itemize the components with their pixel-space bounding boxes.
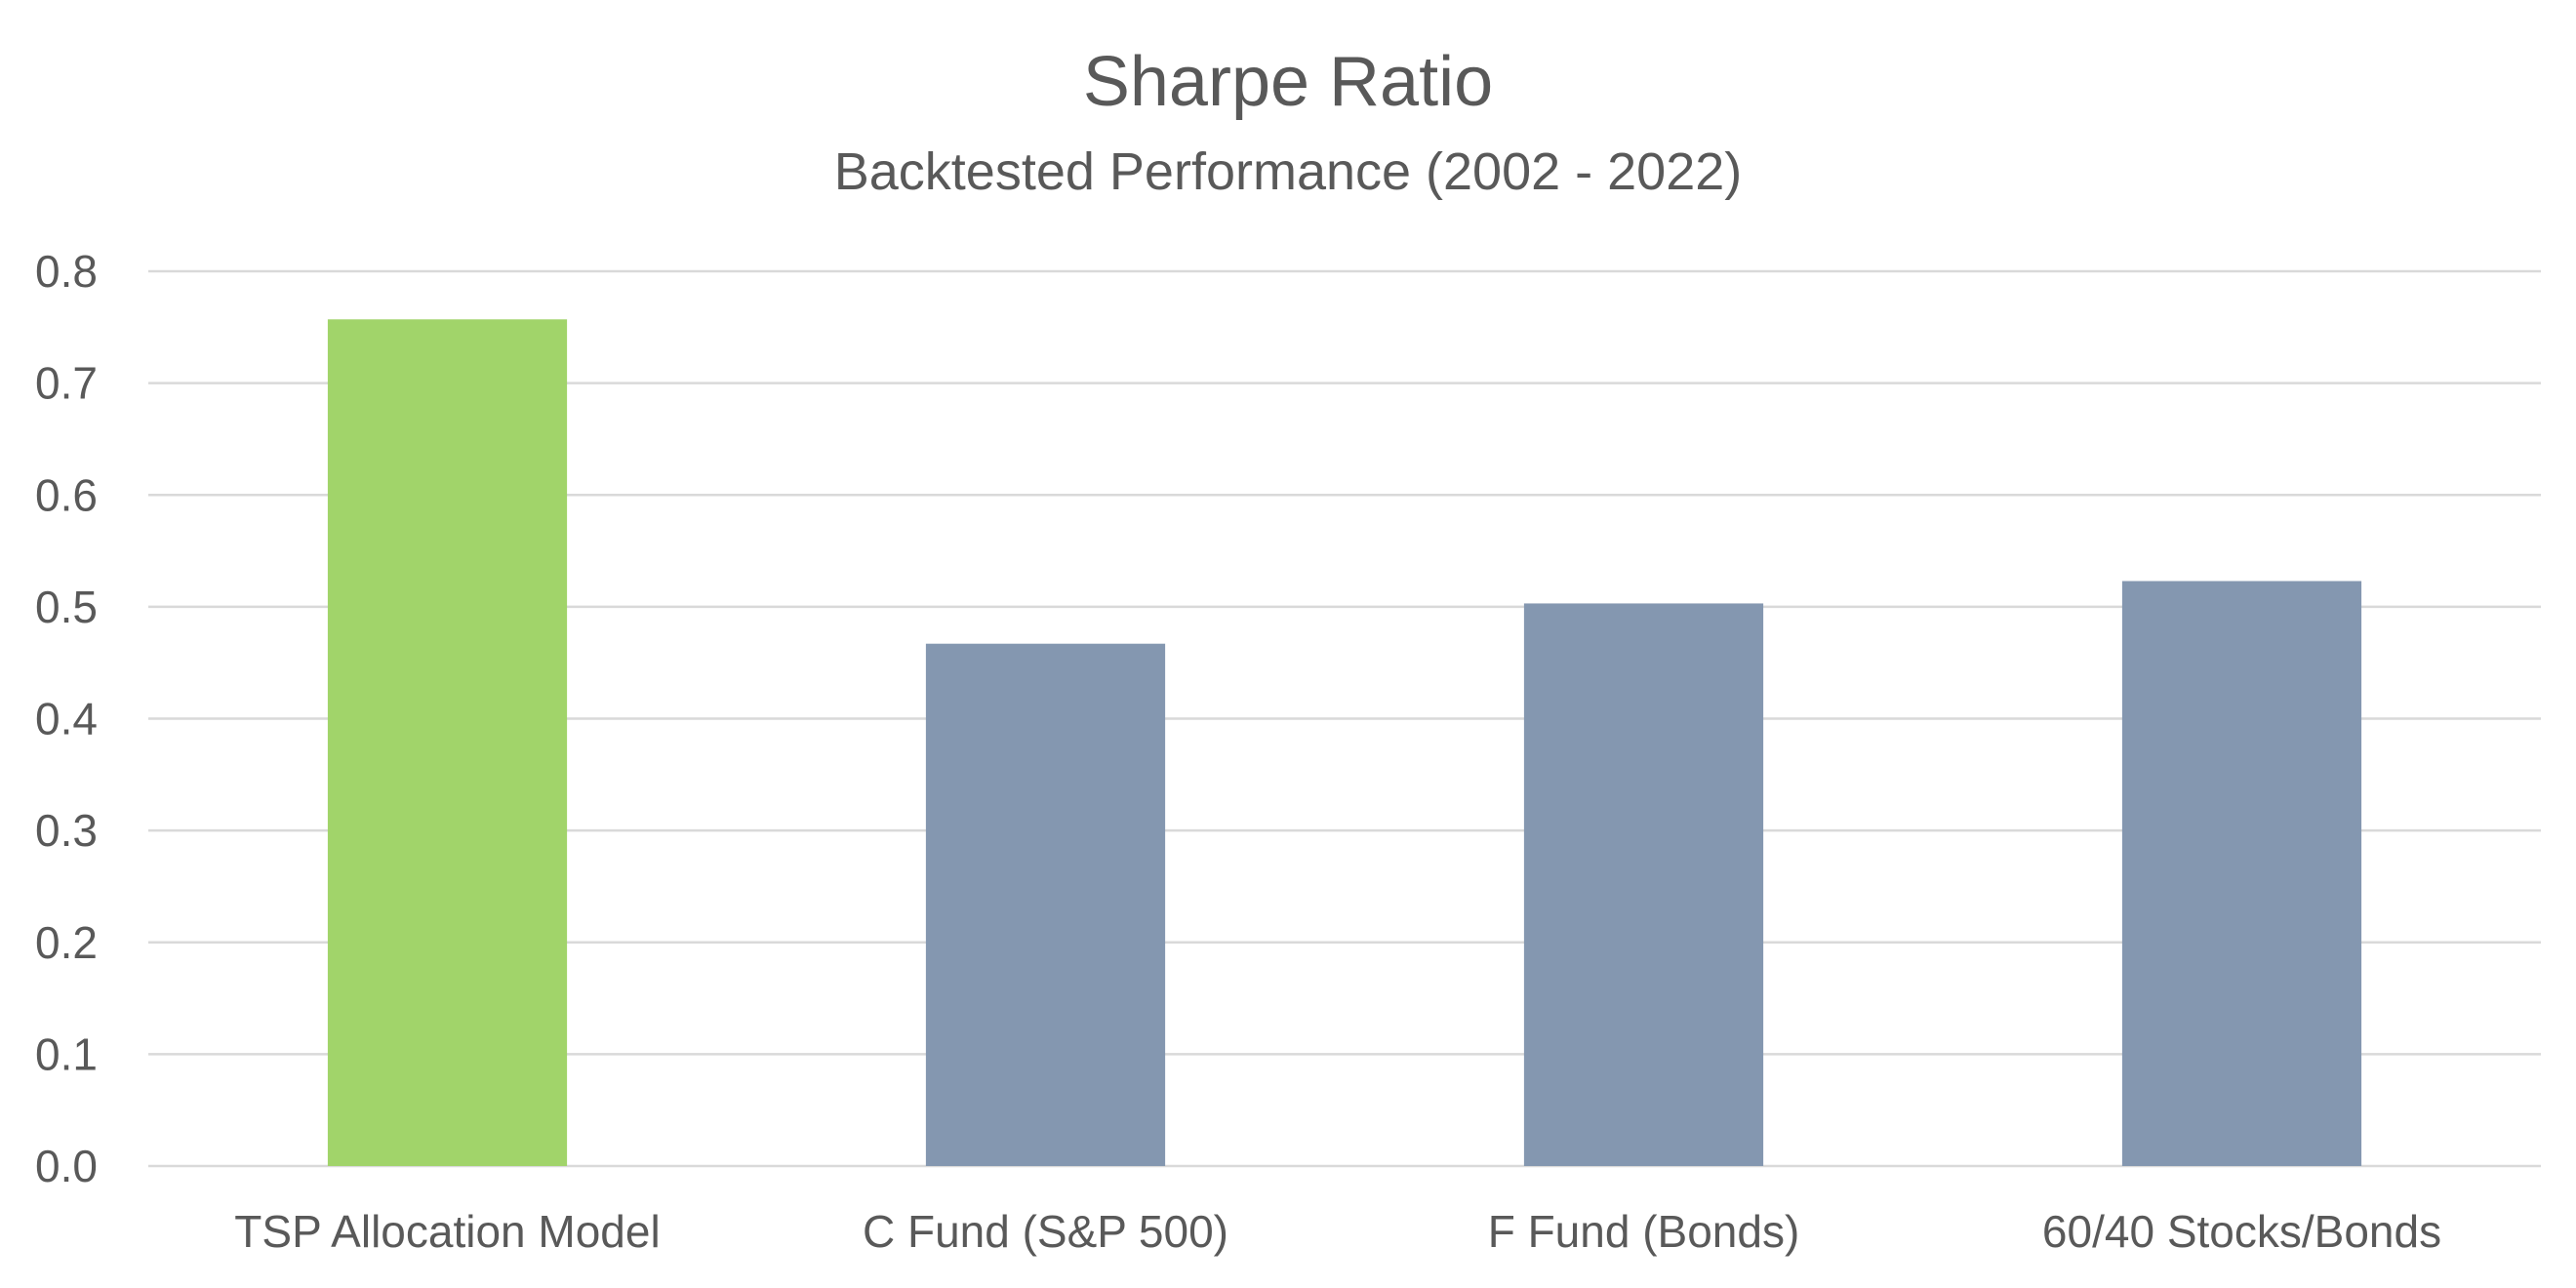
- y-tick-label: 0.0: [35, 1141, 98, 1191]
- y-tick-label: 0.1: [35, 1028, 98, 1079]
- y-tick-label: 0.4: [35, 694, 98, 745]
- y-tick-label: 0.5: [35, 582, 98, 632]
- bar-2: [1523, 603, 1764, 1166]
- chart-title: Sharpe Ratio: [1083, 43, 1493, 121]
- bar-0: [327, 319, 568, 1166]
- bar-3: [2121, 581, 2362, 1166]
- y-tick-label: 0.3: [35, 805, 98, 856]
- x-category-label: 60/40 Stocks/Bonds: [2042, 1206, 2441, 1257]
- chart-subtitle: Backtested Performance (2002 - 2022): [834, 142, 1743, 201]
- y-tick-label: 0.2: [35, 917, 98, 968]
- y-axis-ticks: 0.0 0.1 0.2 0.3 0.4 0.5 0.6 0.7 0.8: [35, 246, 98, 1191]
- y-tick-label: 0.7: [35, 358, 98, 409]
- bar-1: [925, 643, 1166, 1166]
- x-category-label: C Fund (S&P 500): [863, 1206, 1228, 1257]
- y-tick-label: 0.6: [35, 469, 98, 520]
- x-category-label: TSP Allocation Model: [234, 1206, 660, 1257]
- x-category-label: F Fund (Bonds): [1488, 1206, 1800, 1257]
- y-tick-label: 0.8: [35, 246, 98, 297]
- bars: [327, 319, 2362, 1166]
- x-axis-categories: TSP Allocation Model C Fund (S&P 500) F Fu…: [234, 1206, 2441, 1257]
